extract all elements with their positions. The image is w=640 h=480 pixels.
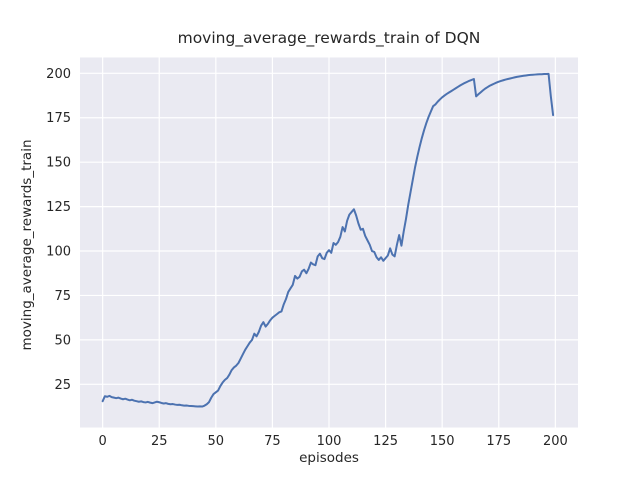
y-tick-label: 25 <box>54 378 71 393</box>
y-tick-label: 50 <box>54 333 71 348</box>
x-tick-label: 175 <box>486 434 511 449</box>
y-tick-label: 150 <box>46 156 71 171</box>
x-tick-label: 0 <box>98 434 106 449</box>
y-tick-label: 175 <box>46 111 71 126</box>
x-axis-label: episodes <box>299 450 359 466</box>
y-axis-label-text: moving_average_rewards_train <box>19 139 35 351</box>
x-tick-label: 75 <box>264 434 281 449</box>
y-tick-label: 200 <box>46 67 71 82</box>
y-tick-label: 125 <box>46 200 71 215</box>
x-tick-label: 200 <box>543 434 568 449</box>
x-tick-label: 150 <box>430 434 455 449</box>
x-tick-label: 125 <box>373 434 398 449</box>
x-tick-label: 100 <box>317 434 342 449</box>
reward-line <box>101 72 555 408</box>
x-tick-label: 25 <box>151 434 168 449</box>
y-tick-label: 100 <box>46 245 71 260</box>
x-tick-label: 50 <box>208 434 225 449</box>
chart-title: moving_average_rewards_train of DQN <box>177 29 481 47</box>
y-tick-label: 75 <box>54 289 71 304</box>
